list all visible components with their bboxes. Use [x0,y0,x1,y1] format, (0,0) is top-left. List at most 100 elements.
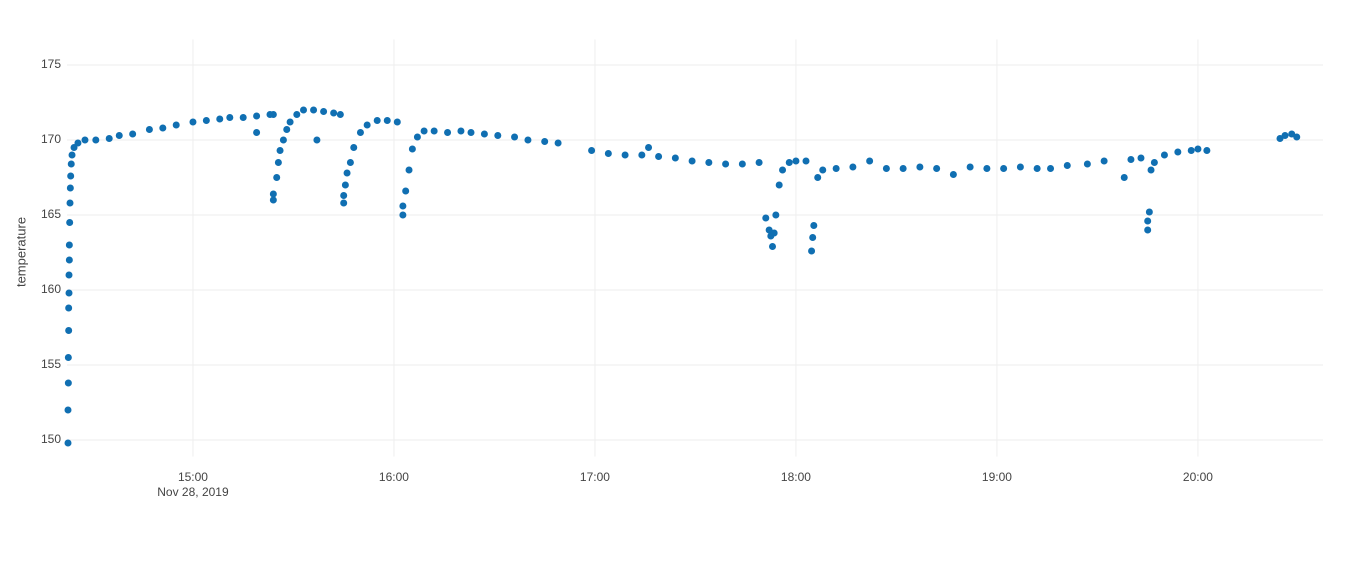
point [273,174,281,181]
point [1187,147,1195,154]
point [444,129,452,136]
point [1293,133,1301,141]
point [688,157,696,165]
point [1144,226,1152,234]
point [554,139,562,147]
point [274,159,282,166]
x-tick-label: 20:00 [1183,470,1213,484]
point [313,136,321,144]
point [819,166,827,174]
point [64,379,72,387]
point [785,159,793,166]
point [253,112,261,120]
point [810,222,818,229]
point [467,129,475,136]
point [792,157,800,165]
point [413,133,421,141]
point [1063,162,1071,169]
point [64,439,72,447]
point [1137,154,1145,162]
point [276,147,284,154]
point [279,136,287,144]
point [65,327,73,334]
point [310,106,318,114]
point [722,160,730,168]
y-tick-label: 150 [41,432,61,446]
point [402,187,410,195]
point [814,174,822,181]
y-tick-label: 160 [41,282,61,296]
point [949,171,957,178]
point [74,139,82,147]
point [373,117,381,124]
point [1016,163,1024,171]
point [494,132,502,139]
point [269,196,277,204]
point [293,111,301,118]
point [775,181,783,189]
point [1276,135,1284,142]
point [588,147,596,154]
point [762,214,770,222]
point [524,136,532,144]
point [350,144,358,151]
point [283,126,291,133]
point [768,243,776,250]
point [405,166,413,174]
point [65,289,73,297]
point [341,181,349,189]
point [346,159,354,166]
point [511,133,519,141]
point [129,130,137,138]
x-tick-label: 17:00 [580,470,610,484]
point [604,150,612,157]
point [65,271,73,279]
point [92,136,100,144]
point [1000,165,1008,172]
x-tick-label: 18:00 [781,470,811,484]
point [64,354,72,361]
point [899,165,907,172]
point [66,199,74,207]
point [645,144,653,151]
point [253,129,261,136]
point [772,211,780,219]
point [1144,217,1152,225]
point [81,136,89,144]
point [779,166,787,174]
point [202,117,210,124]
point [638,151,646,159]
point [457,127,465,135]
point [809,234,817,241]
x-date-label: Nov 28, 2019 [157,485,229,499]
point [671,154,679,162]
point [269,111,277,118]
point [420,127,428,135]
x-tick-label: 19:00 [982,470,1012,484]
point [383,117,391,124]
point [239,114,247,121]
point [966,163,974,171]
point [65,241,73,249]
point [65,256,73,264]
point [65,304,73,312]
point [216,115,224,123]
point [1127,156,1135,163]
point [68,151,76,159]
point [300,106,308,114]
point [655,153,663,160]
x-tick-label: 16:00 [379,470,409,484]
point [145,126,153,133]
point [882,165,890,172]
y-tick-label: 165 [41,207,61,221]
point [1150,159,1158,166]
point [1174,148,1182,156]
point [621,151,629,159]
y-tick-label: 175 [41,57,61,71]
point [408,145,416,153]
point [916,163,924,171]
point [115,132,123,139]
point [1047,165,1055,172]
point [738,160,746,168]
point [105,135,113,142]
